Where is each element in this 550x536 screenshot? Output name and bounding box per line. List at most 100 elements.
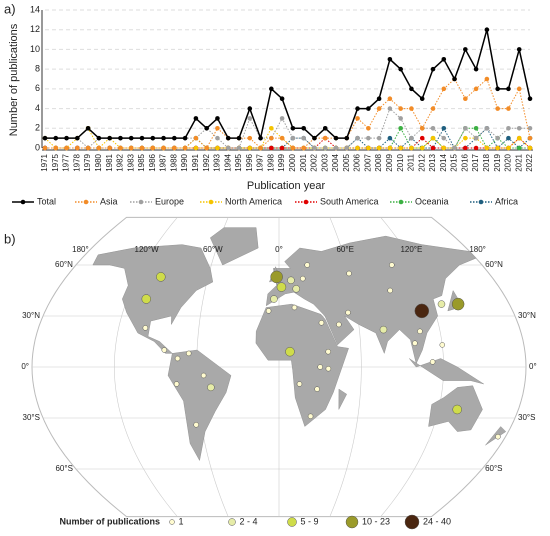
legend-bubble bbox=[345, 515, 359, 529]
point bbox=[484, 27, 490, 33]
x-tick-label: 1994 bbox=[223, 153, 232, 171]
point bbox=[247, 116, 253, 121]
series-line bbox=[44, 127, 531, 149]
legend-label: Oceania bbox=[415, 196, 449, 206]
panel-label: a) bbox=[4, 1, 16, 16]
x-tick-label: 1978 bbox=[72, 153, 81, 171]
land bbox=[92, 244, 214, 354]
legend-marker bbox=[398, 199, 404, 205]
point bbox=[516, 135, 522, 141]
legend-label: 1 bbox=[179, 516, 184, 526]
point bbox=[473, 145, 479, 151]
legend-label: North America bbox=[225, 196, 282, 206]
lat-label: 60°N bbox=[55, 260, 73, 269]
legend-label: 24 - 40 bbox=[423, 516, 451, 526]
point bbox=[366, 106, 371, 111]
x-tick-label: 2011 bbox=[407, 153, 416, 171]
point bbox=[409, 145, 414, 151]
bubble bbox=[389, 262, 395, 268]
bubble bbox=[336, 321, 342, 328]
bubble bbox=[270, 270, 283, 284]
point bbox=[398, 145, 403, 151]
legend-label: Total bbox=[37, 196, 56, 206]
point bbox=[387, 106, 393, 111]
lon-label: 60°E bbox=[336, 245, 353, 254]
point bbox=[150, 135, 156, 141]
bubble bbox=[346, 270, 352, 277]
x-tick-label: 1996 bbox=[245, 153, 254, 171]
point bbox=[527, 125, 533, 131]
bubble bbox=[345, 309, 351, 316]
land bbox=[210, 227, 259, 266]
x-tick-label: 1997 bbox=[256, 153, 265, 171]
x-tick-label: 1971 bbox=[40, 153, 49, 171]
point bbox=[516, 47, 522, 52]
legend-marker bbox=[20, 199, 26, 205]
point bbox=[236, 145, 242, 151]
point bbox=[301, 135, 306, 141]
point bbox=[64, 135, 69, 141]
point bbox=[441, 56, 447, 62]
bubble bbox=[318, 320, 325, 326]
bubble bbox=[265, 308, 272, 314]
point bbox=[430, 125, 436, 131]
point bbox=[527, 135, 533, 141]
point bbox=[333, 135, 339, 141]
land bbox=[338, 388, 347, 410]
bubble bbox=[287, 276, 295, 285]
point bbox=[269, 145, 274, 151]
x-tick-label: 2005 bbox=[342, 153, 351, 171]
point bbox=[322, 125, 328, 131]
bubble bbox=[291, 304, 298, 311]
point bbox=[269, 135, 274, 141]
point bbox=[128, 145, 134, 151]
land bbox=[167, 349, 232, 462]
bubble bbox=[270, 295, 278, 303]
y-tick-label: 12 bbox=[30, 24, 40, 34]
point bbox=[484, 76, 490, 82]
point bbox=[398, 125, 403, 131]
point bbox=[279, 145, 285, 151]
point bbox=[387, 135, 393, 141]
bubble bbox=[141, 294, 152, 304]
x-tick-label: 2008 bbox=[374, 153, 383, 171]
x-tick-label: 1979 bbox=[83, 153, 92, 171]
bubble bbox=[292, 285, 300, 293]
point bbox=[290, 125, 296, 131]
x-tick-label: 1977 bbox=[62, 153, 71, 171]
bubble bbox=[156, 272, 166, 282]
land bbox=[255, 303, 349, 427]
lat-label: 60°N bbox=[485, 260, 503, 269]
point bbox=[247, 145, 253, 151]
point bbox=[495, 145, 500, 151]
legend-marker bbox=[83, 199, 89, 205]
point bbox=[96, 145, 102, 151]
bubble bbox=[185, 350, 192, 357]
legend-label: 10 - 23 bbox=[362, 516, 390, 526]
point bbox=[355, 145, 360, 151]
x-tick-label: 2007 bbox=[363, 153, 372, 171]
legend-bubble bbox=[169, 519, 175, 525]
point bbox=[172, 135, 177, 141]
x-tick-label: 2018 bbox=[482, 153, 491, 171]
point bbox=[247, 135, 253, 141]
point bbox=[516, 86, 522, 92]
x-tick-label: 1992 bbox=[202, 153, 211, 171]
point bbox=[279, 116, 285, 121]
x-tick-label: 2009 bbox=[385, 153, 394, 171]
x-tick-label: 2003 bbox=[320, 153, 329, 171]
lon-label: 120°W bbox=[135, 245, 160, 254]
bubble bbox=[142, 325, 149, 331]
point bbox=[452, 145, 457, 151]
y-axis-title: Number of publications bbox=[8, 23, 20, 136]
x-tick-label: 1983 bbox=[126, 153, 135, 171]
x-tick-label: 2012 bbox=[417, 153, 426, 171]
x-tick-label: 1998 bbox=[266, 153, 275, 171]
lat-label: 30°S bbox=[518, 413, 535, 422]
bubble bbox=[325, 365, 332, 372]
x-tick-label: 2022 bbox=[525, 153, 534, 171]
point bbox=[506, 135, 511, 141]
x-tick-label: 2010 bbox=[396, 153, 405, 171]
point bbox=[215, 135, 220, 141]
point bbox=[419, 145, 425, 151]
